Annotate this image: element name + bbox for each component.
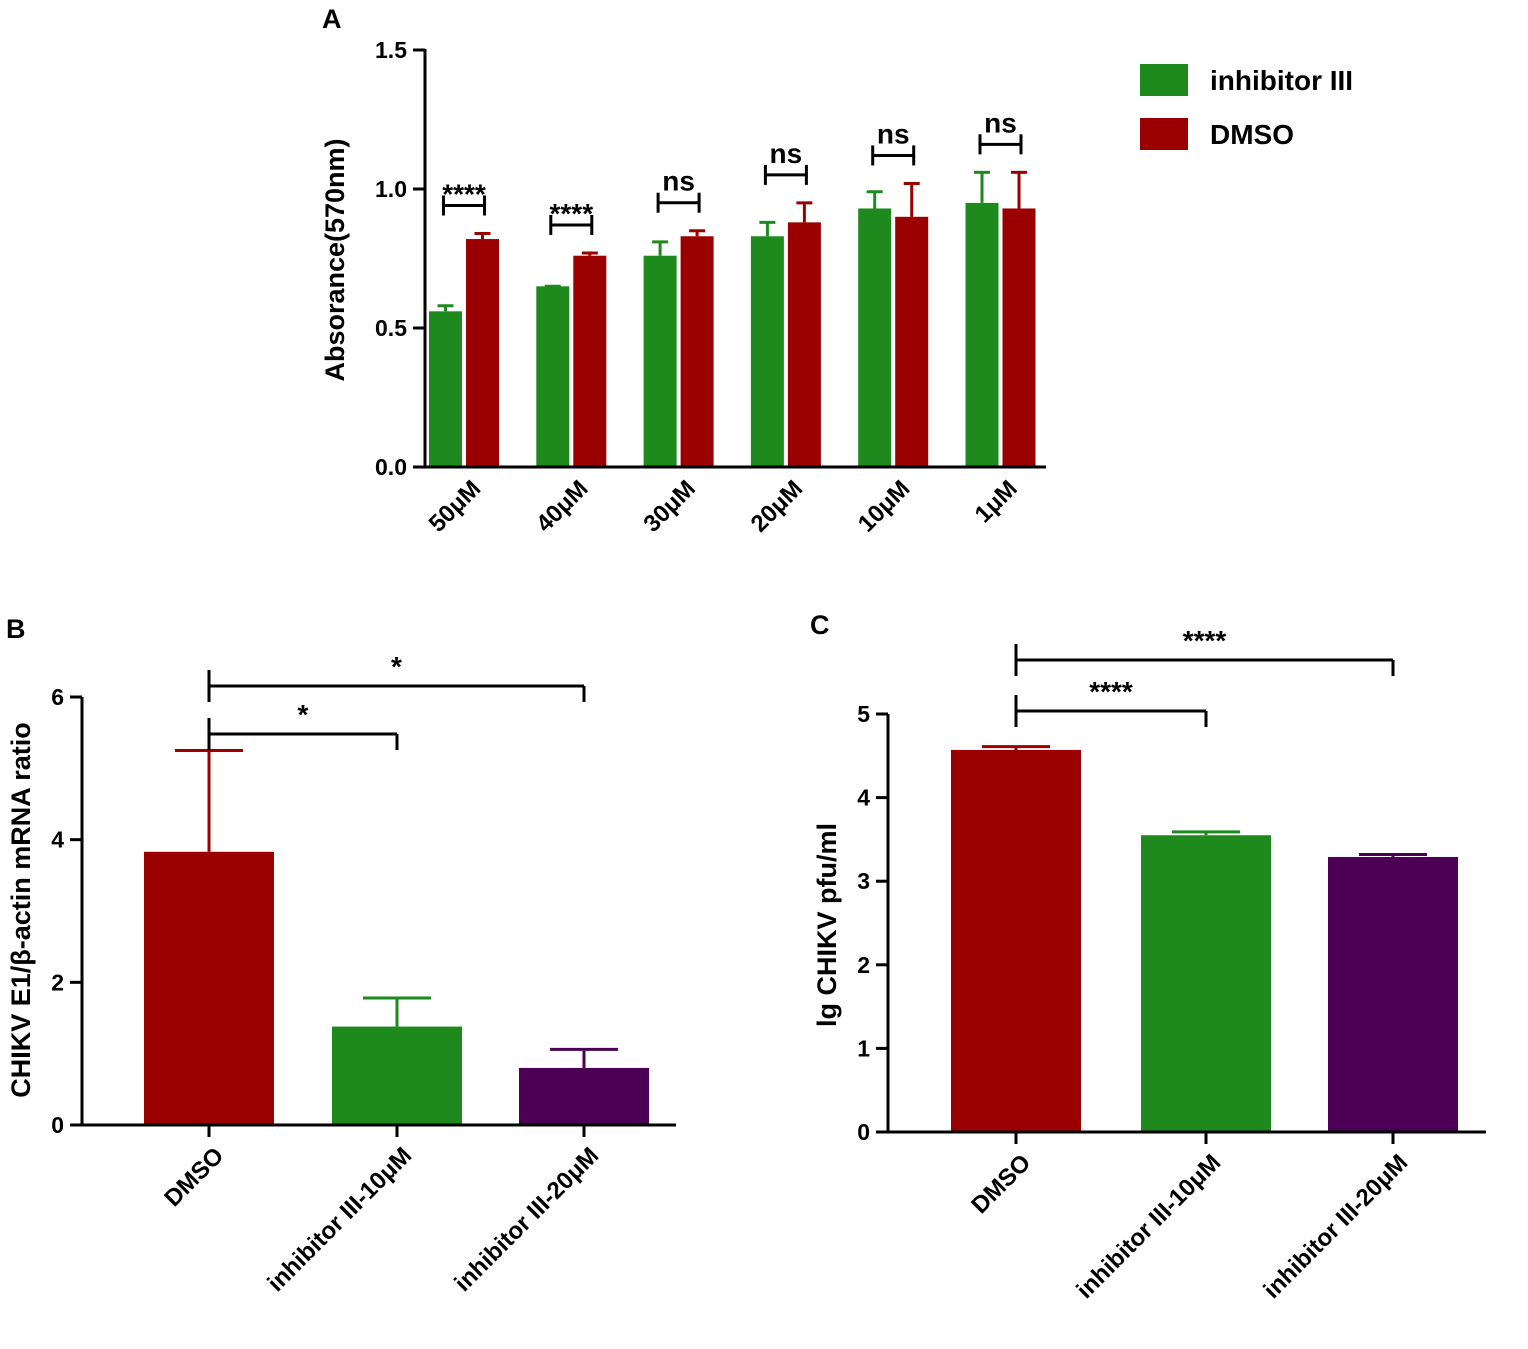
legend-swatch-dmso	[1140, 118, 1188, 150]
panel-c-y-axis-label: lg CHIKV pfu/ml	[812, 823, 842, 1027]
comparison-label: *	[391, 651, 402, 682]
significance-label: ****	[442, 178, 486, 209]
panel-c-y-ticks: 0 1 2 3 4 5	[857, 701, 888, 1145]
comparison-label: ****	[1089, 676, 1133, 707]
panel-b-letter: B	[6, 614, 26, 644]
y-tick-label: 0.5	[375, 315, 407, 341]
panel-a-y-axis-label: Absorance(570nm)	[320, 138, 350, 381]
y-tick-label: 4	[51, 827, 64, 853]
panel-b-comparisons: **	[207, 651, 586, 750]
x-tick-label: 40μM	[531, 475, 593, 537]
bar-dmso	[466, 239, 499, 467]
y-tick-label: 0.0	[375, 454, 407, 480]
y-tick-label: 1.0	[375, 176, 407, 202]
panel-b-y-axis-label: CHIKV E1/β-actin mRNA ratio	[6, 722, 36, 1098]
x-tick-label: 1μM	[970, 475, 1023, 528]
x-tick-label: inhibitor III-20μM	[1258, 1149, 1413, 1304]
bar-inhibitor	[643, 255, 677, 467]
x-tick-label: 20μM	[746, 475, 808, 537]
bar-inhibitor	[750, 236, 784, 467]
y-tick-label: 1	[857, 1035, 870, 1061]
panel-a-letter: A	[322, 4, 342, 34]
bar	[332, 1026, 462, 1125]
y-tick-label: 0	[51, 1112, 64, 1138]
bar-inhibitor	[429, 311, 462, 467]
x-tick-label: inhibitor III-20μM	[449, 1142, 604, 1297]
panel-c-x-ticks: DMSO inhibitor III-10μM inhibitor III-20μM	[966, 1132, 1413, 1304]
panel-a-significance: **** **** ns ns ns ns	[442, 107, 1023, 235]
bar	[144, 851, 274, 1125]
y-tick-label: 5	[857, 701, 870, 727]
x-tick-label: inhibitor III-10μM	[1071, 1149, 1226, 1304]
legend: inhibitor III DMSO	[1140, 64, 1353, 150]
y-tick-label: 2	[857, 952, 870, 978]
bar-dmso	[787, 222, 821, 467]
bar-dmso	[895, 216, 929, 467]
significance-label: ns	[984, 107, 1017, 138]
bar	[1141, 835, 1271, 1132]
x-tick-label: 30μM	[638, 475, 700, 537]
significance-label: ****	[550, 198, 594, 229]
panel-a-y-ticks: 0.0 0.5 1.0 1.5	[375, 37, 425, 480]
significance-label: ns	[662, 166, 695, 197]
panel-b-bars	[144, 749, 649, 1125]
panel-a-bars	[429, 170, 1036, 467]
y-tick-label: 3	[857, 868, 870, 894]
legend-label-dmso: DMSO	[1210, 119, 1294, 150]
bar-dmso	[1002, 208, 1036, 467]
x-tick-label: inhibitor III-10μM	[262, 1142, 417, 1297]
panel-a-x-ticks: 50μM 40μM 30μM 20μM 10μM 1μM	[424, 475, 1023, 537]
bar-inhibitor	[965, 202, 999, 467]
bar	[1328, 856, 1458, 1132]
panel-c-bars	[951, 745, 1458, 1132]
bar-inhibitor	[858, 208, 892, 467]
panel-c-comparisons: **** ****	[1014, 625, 1395, 727]
y-tick-label: 0	[857, 1119, 870, 1145]
x-tick-label: 50μM	[424, 475, 486, 537]
significance-label: ns	[770, 138, 803, 169]
bar-inhibitor	[536, 286, 570, 467]
panel-b-y-ticks: 0 2 4 6	[51, 684, 82, 1138]
panel-c-letter: C	[810, 610, 830, 640]
significance-label: ns	[877, 118, 910, 149]
bar	[951, 749, 1081, 1132]
bar	[519, 1067, 649, 1125]
y-tick-label: 6	[51, 684, 64, 710]
x-tick-label: 10μM	[853, 475, 915, 537]
y-tick-label: 2	[51, 969, 64, 995]
panel-b-x-ticks: DMSO inhibitor III-10μM inhibitor III-20μM	[159, 1125, 604, 1297]
legend-swatch-inhibitor	[1140, 64, 1188, 96]
legend-label-inhibitor: inhibitor III	[1210, 65, 1353, 96]
x-tick-label: DMSO	[159, 1142, 229, 1212]
comparison-label: *	[298, 699, 309, 730]
y-tick-label: 1.5	[375, 37, 407, 63]
bar-dmso	[680, 236, 714, 467]
comparison-label: ****	[1183, 625, 1227, 656]
x-tick-label: DMSO	[966, 1149, 1036, 1219]
panel-a: A Absorance(570nm) 0.00.51.01.5 ********…	[320, 4, 1353, 538]
panel-c: C lg CHIKV pfu/ml 0 1 2 3 4 5 **** **** DMSO in…	[810, 610, 1486, 1304]
y-tick-label: 4	[857, 785, 870, 811]
bar-dmso	[573, 255, 607, 467]
